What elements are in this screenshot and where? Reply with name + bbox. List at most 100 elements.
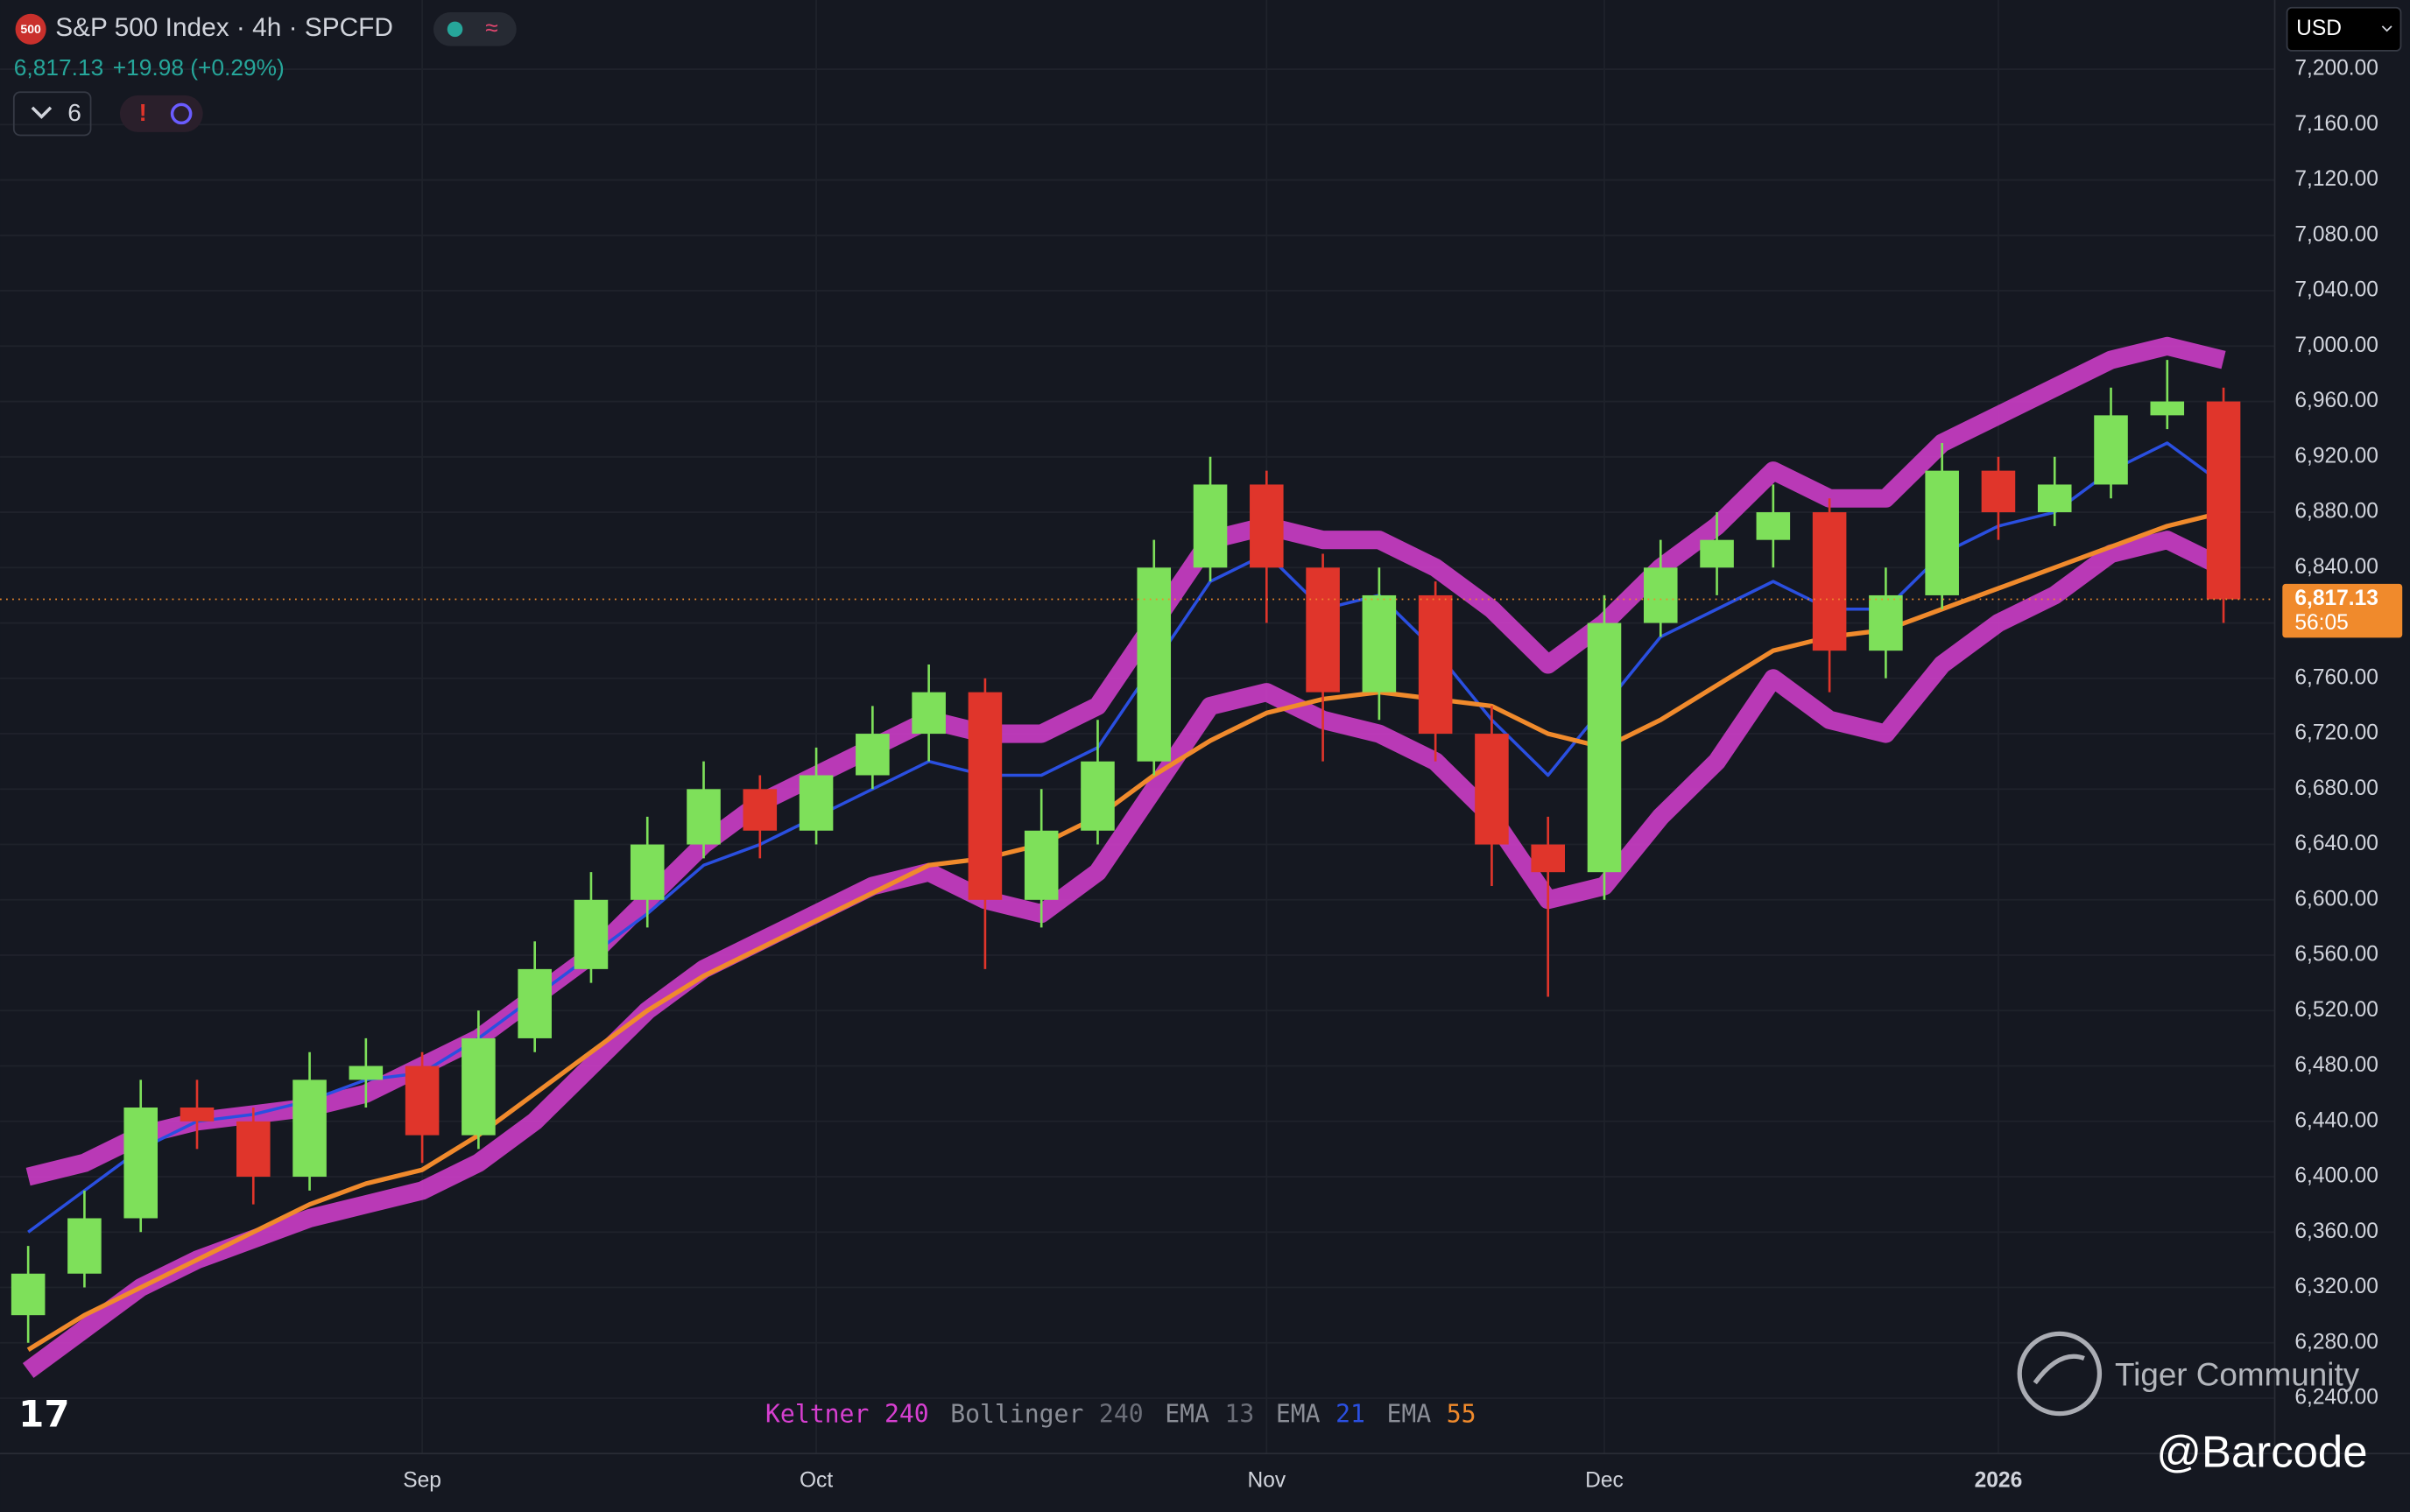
candle-body [799,775,834,831]
candle-body [1756,512,1791,540]
y-tick-label: 6,560.00 [2294,943,2378,967]
candle-body [1531,844,1565,873]
y-tick-label: 7,040.00 [2294,278,2378,302]
author: @Barcode [2156,1426,2367,1476]
y-tick-label: 6,960.00 [2294,389,2378,412]
candle-body [912,692,946,735]
currency: USD [2296,17,2342,40]
y-tick-label: 6,720.00 [2294,721,2378,745]
y-tick-label: 7,080.00 [2294,222,2378,246]
watermark-logo [2033,1354,2085,1385]
legend-name: EMA [1387,1399,1432,1428]
countdown: 56:05 [2294,611,2348,635]
x-tick-label: Nov [1247,1468,1286,1492]
candle-body [630,844,665,900]
x-axis: Sep Oct Nov Dec 2026 [403,1468,2022,1492]
y-tick-label: 6,840.00 [2294,555,2378,579]
candle-body [1250,484,1284,568]
x-tick-label: 2026 [1975,1468,2023,1492]
candle-body [236,1121,271,1178]
chart-title: S&P 500 Index · 4h · SPCFD [55,13,393,42]
header-change: +19.98 (+0.29%) [113,54,285,81]
price-tag-label: 6,817.13 [2294,587,2378,610]
legend-name: Keltner [765,1399,869,1428]
candle-body [743,789,778,831]
y-tick-label: 6,280.00 [2294,1330,2378,1354]
indicator-line [27,441,2225,1234]
indicator-line [26,510,2224,1352]
legend-name: EMA [1165,1399,1209,1428]
y-tick-label: 6,680.00 [2294,777,2378,800]
indicator-line [22,531,2228,1378]
candle-body [968,692,1003,900]
y-tick-label: 6,640.00 [2294,832,2378,855]
candle-body [518,968,552,1038]
status-pill[interactable] [433,12,517,46]
legend-period: 21 [1335,1399,1365,1428]
candle-body [2037,484,2072,513]
candle-body [1587,622,1622,873]
watermark: Tiger Community [2115,1356,2360,1392]
indicator-legend: Keltner 240 Bollinger 240 EMA 13 EMA 21 EMA 55 [765,1399,1476,1428]
status-icon: ≈ [485,14,497,40]
y-tick-label: 6,440.00 [2294,1108,2378,1132]
y-axis: 6,240.00 6,280.00 6,320.00 6,360.00 6,400.00… [2282,57,2403,1410]
candle-body [1981,470,2016,513]
candle-body [349,1065,384,1080]
plot [0,336,2275,1378]
status-dot [447,21,463,38]
candle-body [1869,594,1903,651]
legend-name: Bollinger [950,1399,1083,1428]
y-tick-label: 6,400.00 [2294,1164,2378,1188]
x-tick-label: Sep [403,1468,441,1492]
candle-body [1362,594,1397,693]
y-tick-label: 6,600.00 [2294,887,2378,911]
badge-text: 500 [20,22,41,36]
legend-period: 13 [1224,1399,1254,1428]
candle-body [180,1107,215,1122]
candle-body [687,789,721,845]
candle-body [1643,567,1678,623]
legend-period: 240 [884,1399,929,1428]
candle-body [1193,484,1228,568]
legend-period: 55 [1447,1399,1476,1428]
candle-body [1475,734,1509,845]
candle-body [574,899,609,969]
candle-body [1137,567,1172,762]
watermark-logo [2017,1331,2103,1417]
symbol-badge [15,13,46,45]
header-price: 6,817.13 [14,54,103,81]
legend-name: EMA [1276,1399,1321,1428]
candle-body [856,734,890,776]
logo: 𝟭𝟳 [18,1393,70,1434]
indicator-line [25,336,2226,1186]
y-tick-label: 6,920.00 [2294,444,2378,468]
chevron [2381,25,2392,32]
currency-select[interactable] [2286,6,2402,52]
x-tick-label: Dec [1585,1468,1624,1492]
candle-body [2094,415,2128,485]
y-tick-label: 6,760.00 [2294,665,2378,689]
alert-icon: ! [139,99,147,126]
candle-body [1812,512,1847,651]
y-tick-label: 7,160.00 [2294,112,2378,136]
candle-body [462,1037,496,1136]
candle-body [2150,401,2185,416]
y-tick-label: 6,480.00 [2294,1053,2378,1077]
indicator-count: 6 [67,99,81,126]
candle-body [1700,539,1734,568]
price-tag [2282,583,2403,638]
candle-body [1418,594,1453,735]
indicator-toggle[interactable] [12,91,92,137]
refresh-icon [170,102,193,125]
candle-body [1925,470,1959,595]
candle-body [1306,567,1340,693]
x-tick-label: Oct [800,1468,833,1492]
candle-body [1081,761,1115,831]
y-tick-label: 6,320.00 [2294,1275,2378,1298]
candle-body [67,1218,102,1274]
y-tick-label: 6,520.00 [2294,998,2378,1022]
